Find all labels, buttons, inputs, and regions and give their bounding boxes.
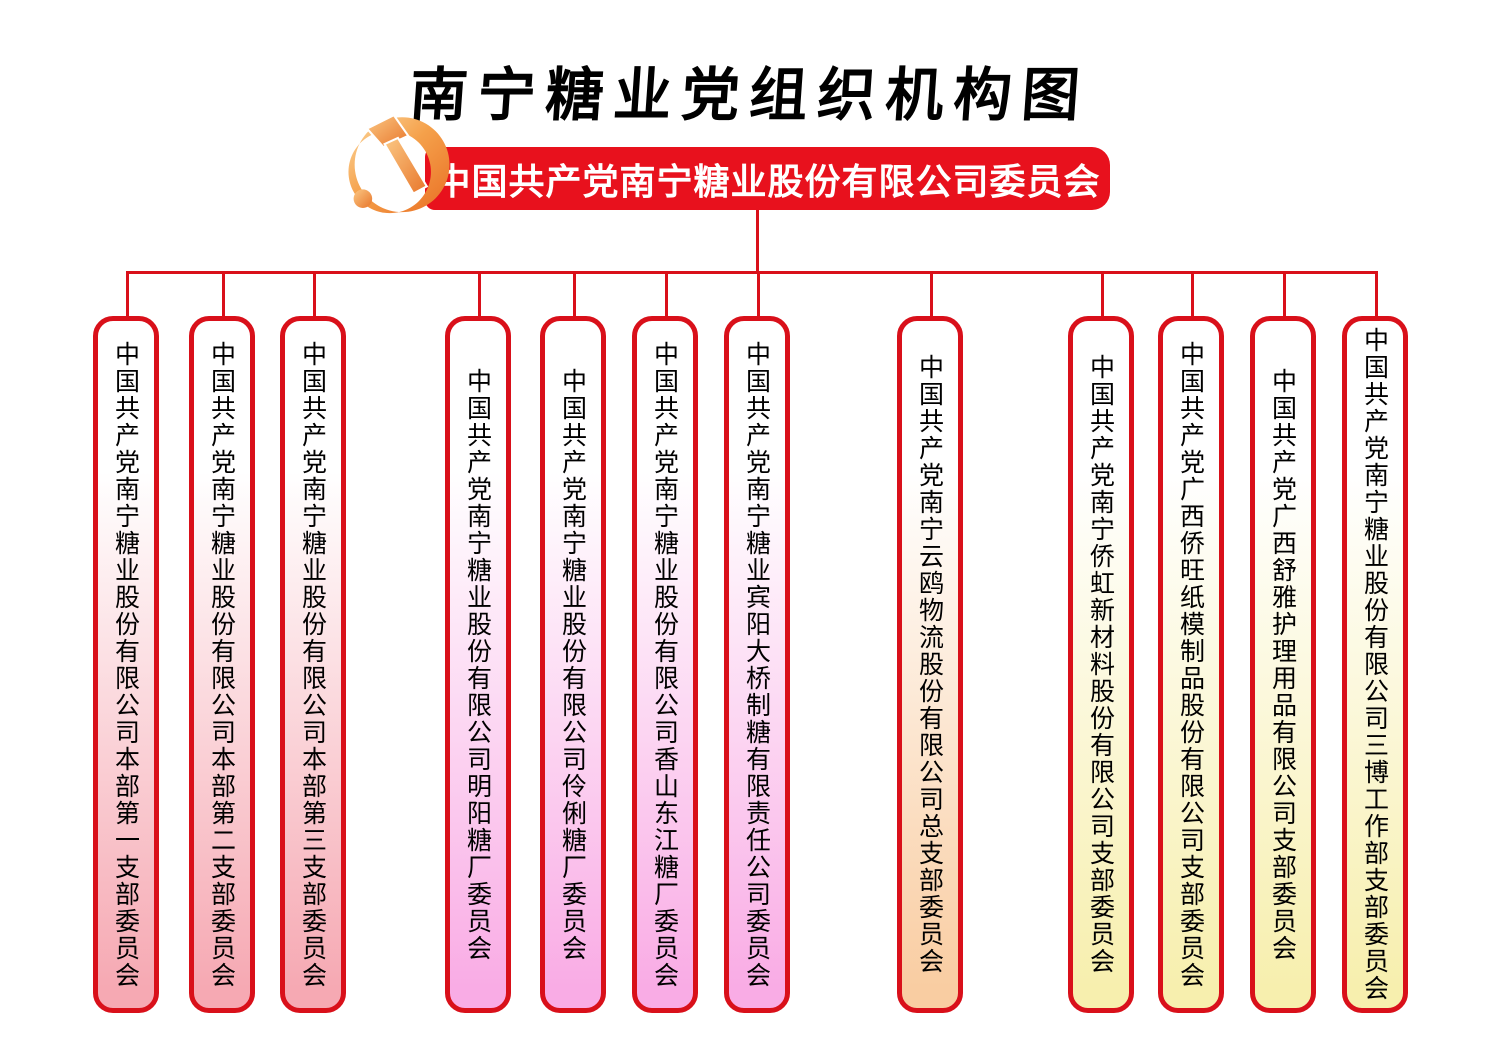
org-unit-box: 中国共产党南宁糖业股份有限公司本部第一支部委员会 [93, 316, 159, 1013]
connector-drop-line [665, 271, 668, 319]
connector-drop-line [1101, 271, 1104, 319]
connector-drop-line [1191, 271, 1194, 319]
connector-drop-line [478, 271, 481, 319]
org-unit-label: 中国共产党南宁糖业股份有限公司本部第三支部委员会 [298, 340, 328, 989]
org-unit-label: 中国共产党南宁糖业宾阳大桥制糖有限责任公司委员会 [742, 340, 772, 989]
connector-drop-line [1375, 271, 1378, 319]
org-unit-label: 中国共产党南宁糖业股份有限公司香山东江糖厂委员会 [650, 340, 680, 989]
connector-drop-line [313, 271, 316, 319]
connector-bus-line [126, 271, 1378, 274]
connector-root-stub [756, 209, 759, 273]
connector-drop-line [1283, 271, 1286, 319]
org-unit-label: 中国共产党广西侨旺纸模制品股份有限公司支部委员会 [1176, 340, 1206, 989]
org-unit-label: 中国共产党南宁糖业股份有限公司本部第二支部委员会 [207, 340, 237, 989]
org-unit-label: 中国共产党南宁糖业股份有限公司明阳糖厂委员会 [463, 367, 493, 962]
connector-drop-line [757, 271, 760, 319]
org-unit-label: 中国共产党南宁糖业股份有限公司伶俐糖厂委员会 [558, 367, 588, 962]
org-unit-box: 中国共产党南宁糖业股份有限公司本部第三支部委员会 [280, 316, 346, 1013]
org-unit-box: 中国共产党南宁糖业宾阳大桥制糖有限责任公司委员会 [724, 316, 790, 1013]
connector-drop-line [930, 271, 933, 319]
page-title: 南宁糖业党组织机构图 [407, 61, 1093, 129]
org-unit-box: 中国共产党南宁糖业股份有限公司香山东江糖厂委员会 [632, 316, 698, 1013]
org-unit-box: 中国共产党南宁云鸥物流股份有限公司总支部委员会 [897, 316, 963, 1013]
org-unit-label: 中国共产党南宁糖业股份有限公司本部第一支部委员会 [111, 340, 141, 989]
org-unit-label: 中国共产党南宁侨虹新材料股份有限公司支部委员会 [1086, 354, 1116, 975]
connector-drop-line [126, 271, 129, 319]
connector-drop-line [573, 271, 576, 319]
org-unit-box: 中国共产党南宁糖业股份有限公司本部第二支部委员会 [189, 316, 255, 1013]
org-unit-box: 中国共产党南宁糖业股份有限公司明阳糖厂委员会 [445, 316, 511, 1013]
org-unit-box: 中国共产党南宁侨虹新材料股份有限公司支部委员会 [1068, 316, 1134, 1013]
root-committee-banner: 中国共产党南宁糖业股份有限公司委员会 [425, 147, 1110, 210]
org-unit-box: 中国共产党广西舒雅护理用品有限公司支部委员会 [1250, 316, 1316, 1013]
org-unit-label: 中国共产党广西舒雅护理用品有限公司支部委员会 [1268, 367, 1298, 962]
connector-drop-line [222, 271, 225, 319]
org-unit-box: 中国共产党广西侨旺纸模制品股份有限公司支部委员会 [1158, 316, 1224, 1013]
party-emblem-icon [338, 108, 462, 242]
org-unit-label: 中国共产党南宁糖业股份有限公司三博工作部支部委员会 [1360, 327, 1390, 1002]
org-unit-box: 中国共产党南宁糖业股份有限公司三博工作部支部委员会 [1342, 316, 1408, 1013]
org-unit-box: 中国共产党南宁糖业股份有限公司伶俐糖厂委员会 [540, 316, 606, 1013]
org-unit-label: 中国共产党南宁云鸥物流股份有限公司总支部委员会 [915, 354, 945, 975]
root-committee-label: 中国共产党南宁糖业股份有限公司委员会 [434, 161, 1101, 203]
